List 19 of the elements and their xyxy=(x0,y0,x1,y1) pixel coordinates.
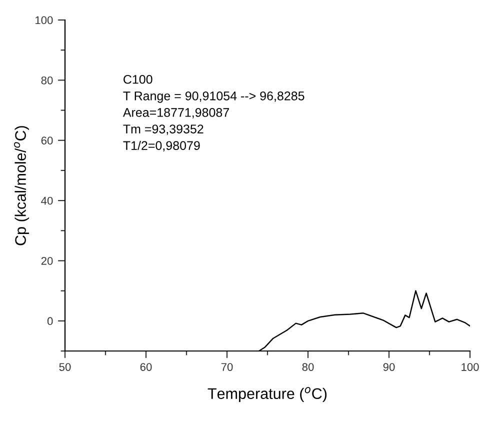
y-tick-label: 40 xyxy=(41,196,53,205)
y-tick-label: 80 xyxy=(41,76,53,84)
x-axis-title: Temperature ($^{o}$C) xyxy=(208,387,327,402)
y-axis-title: Cp (kcal/mole/$^{o}$C) xyxy=(14,126,29,246)
x-tick-label: 80 xyxy=(302,363,314,371)
annotation: Area=18771,98087 xyxy=(122,108,229,118)
x-tick-label: 50 xyxy=(59,363,71,371)
y-tick-label: 60 xyxy=(41,136,53,144)
y-tick-label: 0 xyxy=(47,317,53,326)
annotation: Tm =93,39352 xyxy=(123,124,204,135)
x-tick-label: 60 xyxy=(140,363,152,371)
annotation: T Range = 90,91054 --> 96,8285 xyxy=(123,91,304,103)
x-tick-label: 100 xyxy=(462,363,479,371)
annotation: C100 xyxy=(124,74,152,84)
annotation: T1/2=0,98079 xyxy=(123,140,200,152)
x-tick-label: 70 xyxy=(221,363,233,371)
y-tick-label: 20 xyxy=(41,256,53,265)
y-tick-label: 100 xyxy=(36,16,53,24)
x-tick-label: 90 xyxy=(383,363,395,371)
